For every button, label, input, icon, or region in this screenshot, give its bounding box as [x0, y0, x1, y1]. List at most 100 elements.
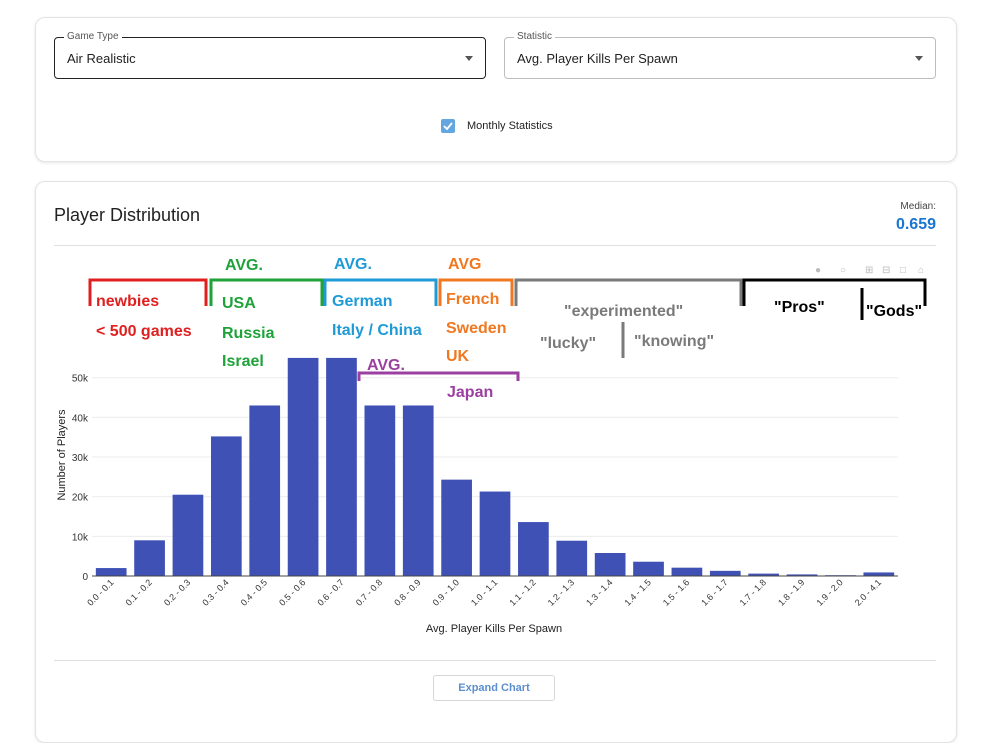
chevron-down-icon: [915, 56, 923, 61]
x-tick-label: 1.0 - 1.1: [469, 577, 499, 607]
monthly-statistics-checkbox[interactable]: [441, 119, 455, 133]
anno-uk: UK: [446, 348, 470, 365]
statistic-label: Statistic: [514, 31, 556, 43]
statistic-select[interactable]: Statistic Avg. Player Kills Per Spawn: [504, 31, 936, 79]
bar[interactable]: [210, 436, 242, 576]
bar[interactable]: [249, 405, 281, 576]
x-tick-label: 1.3 - 1.4: [584, 577, 614, 607]
y-tick-label: 50k: [72, 374, 89, 385]
x-tick-label: 0.5 - 0.6: [277, 577, 307, 607]
bar[interactable]: [518, 522, 549, 576]
bar[interactable]: [479, 491, 511, 576]
anno-sweden: Sweden: [446, 320, 506, 337]
anno-israel: Israel: [222, 353, 264, 370]
y-tick-label: 10k: [72, 532, 89, 543]
bracket-purple: [357, 371, 520, 381]
annotation-labels: newbies < 500 games AVG. USA Russia Isra…: [96, 256, 922, 401]
median-value: 0.659: [895, 216, 936, 233]
bracket-gray: [514, 278, 743, 306]
autoscale-icon[interactable]: □: [900, 265, 907, 276]
y-axis-title: Number of Players: [56, 409, 68, 501]
y-tick-label: 0: [82, 572, 88, 583]
anno-purple-avg: AVG.: [367, 357, 405, 374]
checkmark-icon: [443, 122, 453, 131]
x-ticks: 0.0 - 0.1 0.1 - 0.2 0.2 - 0.3 0.3 - 0.4 0.4 …: [85, 577, 883, 607]
median-label: Median:: [900, 201, 936, 212]
x-tick-label: 0.7 - 0.8: [354, 577, 384, 607]
y-tick-label: 30k: [72, 453, 89, 464]
anno-italy-china: Italy / China: [332, 322, 422, 339]
anno-games: < 500 games: [96, 323, 192, 340]
bar[interactable]: [863, 572, 895, 576]
x-tick-label: 1.9 - 2.0: [814, 577, 844, 607]
statistic-value: Avg. Player Kills Per Spawn: [517, 51, 678, 66]
page-title: Player Distribution: [54, 205, 201, 225]
x-axis-title: Avg. Player Kills Per Spawn: [426, 623, 562, 635]
x-tick-label: 1.5 - 1.6: [661, 577, 691, 607]
bracket-black: [742, 278, 927, 306]
game-type-label: Game Type: [64, 31, 122, 43]
anno-russia: Russia: [222, 325, 275, 342]
player-distribution-chart: 0 10k 20k 30k 40k 50k 0.0 - 0.1 0.1 - 0.2 0.2 -…: [56, 256, 927, 635]
annotation-brackets: [88, 278, 927, 381]
anno-lucky: "lucky": [540, 335, 596, 352]
anno-green-avg: AVG.: [225, 257, 263, 274]
bar[interactable]: [402, 405, 434, 576]
x-tick-label: 0.0 - 0.1: [85, 577, 115, 607]
bar[interactable]: [441, 479, 472, 576]
bar[interactable]: [326, 357, 357, 576]
anno-pros: "Pros": [774, 299, 825, 316]
anno-german: German: [332, 293, 392, 310]
y-ticks: 0 10k 20k 30k 40k 50k: [72, 374, 89, 583]
anno-experimented: "experimented": [564, 303, 683, 320]
x-tick-label: 2.0 - 4.1: [853, 577, 883, 607]
bar[interactable]: [671, 567, 703, 576]
zoom-out-icon[interactable]: ⊟: [882, 265, 891, 276]
x-tick-label: 0.9 - 1.0: [431, 577, 461, 607]
anno-orange-avg: AVG: [448, 256, 481, 273]
game-type-select[interactable]: Game Type Air Realistic: [54, 31, 486, 79]
bar[interactable]: [134, 540, 165, 576]
x-tick-label: 0.6 - 0.7: [315, 577, 345, 607]
anno-blue-avg: AVG.: [334, 256, 372, 273]
monthly-statistics-label: Monthly Statistics: [467, 120, 553, 132]
footer-divider: [54, 660, 936, 661]
bar[interactable]: [172, 494, 204, 576]
game-type-value: Air Realistic: [67, 51, 136, 66]
bar[interactable]: [594, 553, 626, 576]
bracket-orange: [438, 278, 514, 306]
distribution-card: [35, 181, 957, 743]
expand-chart-button[interactable]: Expand Chart: [433, 675, 555, 701]
bar[interactable]: [786, 574, 818, 576]
home-icon[interactable]: ⌂: [918, 265, 925, 276]
y-tick-label: 20k: [72, 493, 89, 504]
anno-french: French: [446, 291, 499, 308]
x-tick-label: 0.3 - 0.4: [200, 577, 230, 607]
bar[interactable]: [95, 568, 127, 576]
bar[interactable]: [748, 573, 780, 576]
x-tick-label: 0.4 - 0.5: [239, 577, 269, 607]
x-tick-label: 1.8 - 1.9: [776, 577, 806, 607]
bar[interactable]: [364, 405, 396, 576]
camera-icon[interactable]: ●: [815, 265, 822, 276]
zoom-in-icon[interactable]: ⊞: [865, 265, 874, 276]
bracket-green: [209, 278, 324, 306]
x-tick-label: 1.7 - 1.8: [738, 577, 768, 607]
bar[interactable]: [709, 570, 741, 576]
x-tick-label: 1.4 - 1.5: [623, 577, 653, 607]
chevron-down-icon: [465, 56, 473, 61]
anno-usa: USA: [222, 295, 256, 312]
bracket-red: [88, 278, 208, 306]
anno-japan: Japan: [447, 384, 493, 401]
anno-knowing: "knowing": [634, 333, 714, 350]
bar[interactable]: [633, 561, 664, 576]
bar[interactable]: [556, 540, 588, 576]
bars: [95, 357, 895, 576]
y-tick-label: 40k: [72, 413, 89, 424]
zoom-icon[interactable]: ○: [840, 265, 847, 276]
bar[interactable]: [287, 357, 319, 576]
anno-gods: "Gods": [866, 303, 922, 320]
anno-newbies: newbies: [96, 293, 159, 310]
x-tick-label: 0.8 - 0.9: [392, 577, 422, 607]
x-tick-label: 1.6 - 1.7: [699, 577, 729, 607]
